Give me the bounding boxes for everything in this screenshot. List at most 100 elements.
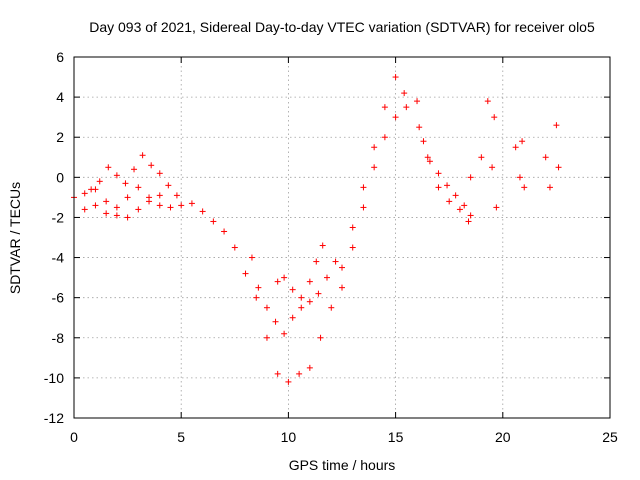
data-point: [188, 200, 195, 207]
data-point: [516, 174, 523, 181]
data-point: [491, 114, 498, 121]
data-point: [289, 314, 296, 321]
plot-frame: [73, 56, 611, 419]
data-point: [319, 242, 326, 249]
data-point: [315, 290, 322, 297]
data-point: [156, 192, 163, 199]
series-upper-early-arc: [88, 152, 180, 199]
data-point: [519, 138, 526, 145]
data-point: [178, 202, 185, 209]
data-point: [221, 228, 228, 235]
data-point: [484, 98, 491, 105]
data-point: [274, 370, 281, 377]
data-point: [135, 206, 142, 213]
data-point: [546, 184, 553, 191]
series-lower-early-arc: [81, 192, 163, 221]
data-point: [401, 90, 408, 97]
data-points: [71, 74, 562, 385]
data-point: [306, 364, 313, 371]
data-point: [456, 206, 463, 213]
data-point: [521, 184, 528, 191]
data-point: [306, 298, 313, 305]
y-tick-label: -12: [44, 410, 64, 426]
data-point: [349, 224, 356, 231]
x-tick-label: 0: [70, 429, 78, 445]
y-tick-label: 4: [56, 89, 64, 105]
x-tick-label: 5: [177, 429, 185, 445]
data-point: [122, 180, 129, 187]
data-point: [92, 202, 99, 209]
data-point: [435, 184, 442, 191]
data-point: [414, 98, 421, 105]
y-tick-label: -2: [52, 209, 65, 225]
data-point: [103, 198, 110, 205]
data-point: [328, 304, 335, 311]
data-point: [381, 134, 388, 141]
data-point: [371, 144, 378, 151]
data-point: [263, 334, 270, 341]
data-point: [199, 208, 206, 215]
data-point: [349, 244, 356, 251]
data-point: [446, 198, 453, 205]
series-late-descending-arcs-2: [416, 124, 472, 225]
data-point: [296, 370, 303, 377]
data-point: [381, 104, 388, 111]
x-tick-label: 25: [602, 429, 618, 445]
data-point: [392, 114, 399, 121]
data-point: [444, 182, 451, 189]
data-point: [105, 164, 112, 171]
y-tick-label: -8: [52, 330, 65, 346]
data-point: [124, 194, 131, 201]
data-point: [332, 258, 339, 265]
data-point: [403, 104, 410, 111]
data-point: [113, 204, 120, 211]
data-point: [167, 204, 174, 211]
x-axis-label: GPS time / hours: [289, 457, 396, 473]
y-tick-label: -4: [52, 250, 65, 266]
series-late-descending-arcs: [414, 98, 474, 219]
data-point: [274, 278, 281, 285]
data-point: [424, 154, 431, 161]
data-point: [493, 204, 500, 211]
data-point: [426, 158, 433, 165]
data-point: [81, 206, 88, 213]
data-point: [242, 270, 249, 277]
y-tick-label: 6: [56, 49, 64, 65]
data-point: [272, 318, 279, 325]
data-point: [452, 192, 459, 199]
data-point: [165, 182, 172, 189]
data-point: [512, 144, 519, 151]
data-point: [478, 154, 485, 161]
data-point: [317, 334, 324, 341]
data-point: [135, 184, 142, 191]
data-point: [467, 174, 474, 181]
data-point: [555, 164, 562, 171]
y-axis-label: SDTVAR / TECUs: [7, 182, 23, 294]
data-point: [285, 378, 292, 385]
data-point: [553, 122, 560, 129]
data-point: [420, 138, 427, 145]
series-main-arc: [71, 74, 410, 385]
data-point: [281, 274, 288, 281]
gridlines: [74, 57, 610, 418]
data-point: [313, 258, 320, 265]
data-point: [156, 202, 163, 209]
data-point: [81, 190, 88, 197]
data-point: [289, 286, 296, 293]
data-point: [298, 304, 305, 311]
x-tick-label: 10: [281, 429, 297, 445]
data-point: [96, 178, 103, 185]
data-point: [416, 124, 423, 131]
data-point: [88, 186, 95, 193]
data-point: [339, 284, 345, 291]
data-point: [360, 184, 367, 191]
y-tick-label: 0: [56, 169, 64, 185]
data-point: [248, 254, 255, 261]
data-point: [253, 294, 260, 301]
data-point: [435, 170, 442, 177]
axis-ticks: 0 5 10 15 20 25 -12 -10 -8 -6 -4 -2 0 2 4 6: [44, 49, 618, 445]
data-point: [263, 304, 270, 311]
data-point: [124, 214, 131, 221]
y-tick-label: 2: [56, 129, 64, 145]
data-point: [461, 202, 468, 209]
